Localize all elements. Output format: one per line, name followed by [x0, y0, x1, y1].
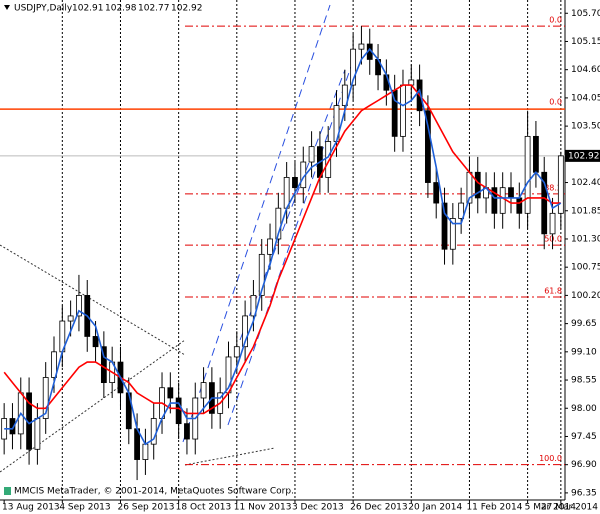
candle-body — [449, 218, 456, 250]
x-tick-label: 27 Mar 2014 — [541, 503, 598, 513]
candle-body — [516, 197, 523, 214]
candle-body — [433, 182, 440, 204]
candle-body — [167, 387, 174, 399]
candle-body — [350, 48, 357, 86]
candle-body — [92, 336, 99, 348]
fib-label: 50.0 — [544, 235, 562, 244]
x-tick-label: 18 Oct 2013 — [176, 503, 232, 513]
moving-average — [4, 47, 562, 446]
y-tick-label: 105.15 — [571, 37, 600, 47]
candle-body — [441, 202, 448, 250]
candle-body — [292, 177, 298, 189]
y-tick-label: 103.50 — [571, 122, 600, 132]
y-tick-label: 97.45 — [571, 432, 597, 442]
fib-label: 61.8 — [544, 286, 562, 295]
candle-body — [267, 238, 273, 255]
candle-body — [425, 110, 431, 183]
moving-average — [3, 84, 561, 415]
candle-body — [51, 351, 57, 378]
candle-body — [42, 377, 49, 419]
candle-body — [499, 187, 506, 214]
x-tick-label: 13 Aug 2013 — [2, 503, 60, 513]
candle-body — [557, 155, 564, 214]
candle-body — [250, 294, 257, 317]
copyright: MMCIS MetaTrader, © 2001-2014, MetaQuote… — [14, 487, 294, 497]
x-tick-label: 26 Dec 2013 — [350, 503, 408, 513]
fib-label: 0.0 — [549, 16, 562, 25]
x-tick-label: 5 Mar 2014 — [525, 503, 577, 513]
candle-body — [308, 146, 315, 163]
y-tick-label: 100.20 — [571, 291, 600, 301]
x-tick-label: 26 Sep 2013 — [117, 503, 174, 513]
candle-body — [9, 418, 16, 435]
quote-value: 102.91 — [72, 4, 104, 14]
candle-body — [242, 315, 249, 348]
candle-body — [524, 135, 531, 214]
y-tick-label: 100.75 — [571, 263, 600, 273]
y-tick-label: 105.70 — [571, 9, 600, 19]
candle-body — [100, 346, 107, 384]
triangle-line — [184, 447, 276, 466]
candle-body — [474, 171, 481, 199]
x-tick-label: 3 Dec 2013 — [292, 503, 344, 513]
y-tick-label: 96.35 — [571, 488, 597, 498]
channel-line — [239, 69, 346, 341]
y-tick-label: 99.10 — [571, 347, 597, 357]
triangle-line — [0, 339, 186, 473]
candle-body — [325, 141, 332, 178]
y-tick-label: 104.60 — [571, 65, 600, 75]
candle-body — [184, 423, 190, 440]
y-tick-label: 102.40 — [571, 178, 600, 188]
candle-body — [508, 187, 514, 199]
candle-body — [533, 135, 539, 173]
y-tick-label: 98.00 — [571, 404, 597, 414]
fib-label: 100.0 — [539, 454, 562, 463]
candle-body — [233, 346, 240, 358]
quote-value: 102.77 — [138, 4, 170, 14]
y-tick-label: 99.65 — [571, 319, 597, 329]
candle-body — [142, 443, 149, 460]
x-tick-label: 20 Jan 2014 — [408, 503, 462, 513]
candle-body — [200, 382, 207, 399]
hline-label: 0.0 — [549, 98, 562, 107]
last-price-label: 102.92 — [568, 151, 600, 161]
candle-body — [258, 253, 265, 296]
y-tick-label: 101.30 — [571, 234, 600, 244]
candle-body — [67, 315, 74, 322]
candle-body — [175, 397, 182, 425]
x-tick-label: 11 Nov 2013 — [234, 503, 292, 513]
candle-body — [541, 171, 548, 235]
logo-icon — [4, 487, 11, 495]
candle-body — [400, 84, 406, 137]
candle-body — [549, 212, 556, 235]
fib-label: 38.2 — [544, 183, 562, 192]
channel-line — [182, 4, 331, 443]
candle-body — [358, 43, 365, 50]
candle-body — [491, 187, 498, 214]
x-tick-label: 11 Feb 2014 — [466, 503, 522, 513]
menu-icon[interactable] — [4, 5, 10, 10]
quote-value: 102.92 — [171, 4, 203, 14]
last-price-box — [565, 149, 600, 162]
candle-body — [458, 202, 465, 219]
symbol: USDJPY,Daily — [14, 4, 73, 14]
candle-body — [34, 418, 41, 450]
y-tick-label: 98.55 — [571, 376, 597, 386]
x-tick-label: 4 Sep 2013 — [59, 503, 110, 513]
y-tick-label: 96.90 — [571, 460, 597, 470]
y-tick-label: 101.85 — [571, 206, 600, 216]
y-tick-label: 104.05 — [571, 93, 600, 103]
candle-body — [341, 84, 348, 106]
candle-body — [76, 294, 82, 317]
